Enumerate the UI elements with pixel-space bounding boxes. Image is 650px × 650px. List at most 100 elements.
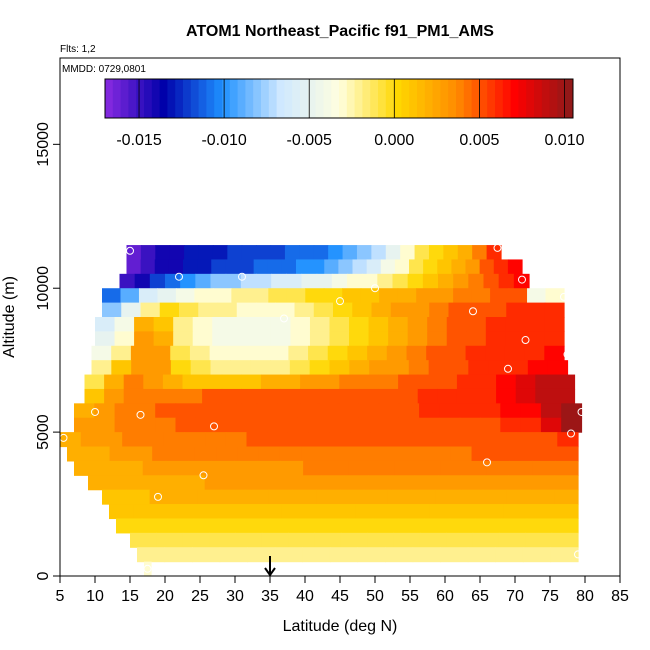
heatmap-cell [225,273,242,289]
heatmap-cell [197,259,212,275]
heatmap-cell [212,317,233,332]
colorbar-segment [144,79,153,118]
colorbar-segment [292,79,301,118]
heatmap-cell [212,245,228,261]
heatmap-cell [234,460,258,476]
heatmap-cell [134,273,151,289]
colorbar-segment [105,79,114,118]
heatmap-cell [321,518,348,534]
heatmap-cell [369,360,390,376]
heatmap-cell [391,475,416,491]
heatmap-cell [123,388,144,404]
heatmap-cell [342,288,362,304]
heatmap-cell [123,374,144,390]
heatmap-cell [540,417,562,433]
data-point [521,336,530,345]
heatmap-cell [207,504,234,520]
heatmap-cell [508,475,532,491]
heatmap-cell [522,547,552,563]
heatmap-cell [453,288,473,304]
heatmap-cell [104,388,125,404]
heatmap-cell [299,245,315,261]
heatmap-cell [417,388,438,404]
heatmap-cell [515,374,536,390]
heatmap-cell [329,432,351,448]
data-point [518,275,526,284]
heatmap-cell [183,259,198,275]
data-point [91,407,99,416]
heatmap-cell [159,302,180,318]
heatmap-cell [544,345,565,361]
heatmap-cell [453,273,469,289]
colorbar-segment [315,79,324,118]
heatmap-cell [531,475,556,491]
heatmap-cell [231,317,252,332]
heatmap-cell [349,331,370,347]
colorbar-tick-label: 0.000 [374,132,414,149]
heatmap-cell [377,273,394,289]
colorbar-segment [518,79,527,118]
heatmap-cell [394,259,410,275]
heatmap-cell [467,302,488,318]
heatmap-cell [505,331,526,347]
colorbar-segment [331,79,340,118]
heatmap-cell [428,245,444,261]
heatmap-cell [286,288,306,304]
x-tick-label: 65 [471,588,489,605]
heatmap-cell [182,374,203,390]
colorbar-segment [456,79,465,118]
heatmap-cell [306,504,332,520]
heatmap-cell [156,532,184,548]
heatmap-cell [310,259,325,275]
heatmap-cell [211,259,226,275]
heatmap-cell [150,345,171,361]
y-tick-label: 5000 [35,414,52,450]
heatmap-cell [322,446,345,462]
x-tick-label: 40 [296,588,314,605]
heatmap-cell [179,302,199,318]
heatmap-cell [168,259,184,275]
heatmap-cell [140,259,156,275]
heatmap-cell [122,432,144,448]
heatmap-cell [509,460,533,476]
heatmap-cell [398,403,420,419]
colorbar-segment [245,79,254,118]
colorbar-segment [339,79,348,118]
heatmap-cell [194,288,214,304]
heatmap-cell [443,245,459,261]
heatmap-cell [153,331,174,347]
heatmap-cell [553,504,579,520]
heatmap-cell [175,403,197,419]
heatmap-cell [67,446,89,462]
heatmap-cell [459,489,484,505]
heatmap-cell [367,532,395,548]
heatmap-cell [388,317,409,332]
heatmap-cell [288,345,309,361]
heatmap-cell [102,302,122,318]
heatmap-cell [317,417,339,433]
heatmap-cell [218,518,245,534]
colorbar-segment [183,79,192,118]
heatmap-cell [120,288,140,304]
heatmap-cell [561,417,583,433]
heatmap-cell [493,259,509,275]
heatmap-cell [130,532,157,548]
heatmap-cell [486,460,510,476]
heatmap-cell [60,432,82,448]
heatmap-cell [378,374,399,390]
colorbar [104,78,574,119]
heatmap-cell [296,259,311,275]
x-axis: 5 10 15 20 25 30 35 40 45 50 55 60 65 70 75 80 85 [56,576,629,605]
heatmap-cell [229,345,250,361]
heatmap-cell [355,504,382,520]
heatmap-cell [249,345,270,361]
heatmap-cell [301,273,318,289]
heatmap-cell [298,475,322,491]
heatmap-cell [407,446,430,462]
heatmap-cell [449,518,476,534]
heatmap-cell [143,388,164,404]
heatmap-cell [400,245,416,261]
heatmap-cell [367,345,388,361]
heatmap-cell [302,547,331,563]
colorbar-labels: -0.015 -0.010 -0.005 0.000 0.005 0.010 [116,132,584,149]
